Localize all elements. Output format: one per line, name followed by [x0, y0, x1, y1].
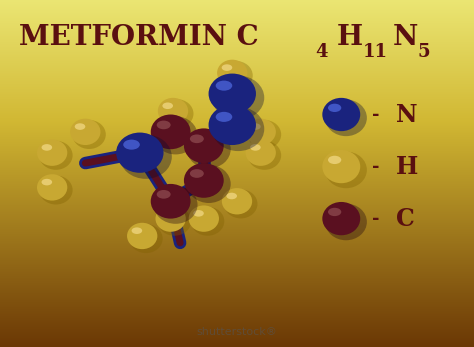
Ellipse shape — [151, 184, 191, 219]
Ellipse shape — [328, 104, 341, 112]
Ellipse shape — [157, 190, 171, 198]
Ellipse shape — [155, 205, 186, 232]
Ellipse shape — [209, 105, 256, 145]
Ellipse shape — [222, 188, 252, 214]
Ellipse shape — [322, 202, 360, 235]
Ellipse shape — [224, 189, 257, 218]
Ellipse shape — [187, 130, 231, 168]
Ellipse shape — [193, 210, 204, 217]
Ellipse shape — [42, 179, 52, 185]
Ellipse shape — [190, 169, 204, 178]
Ellipse shape — [154, 186, 198, 224]
Text: 5: 5 — [417, 43, 430, 61]
Text: N: N — [392, 24, 418, 51]
Ellipse shape — [154, 116, 198, 154]
Ellipse shape — [184, 163, 224, 198]
Text: N: N — [396, 102, 418, 127]
Ellipse shape — [190, 134, 204, 143]
Ellipse shape — [163, 102, 173, 109]
Ellipse shape — [37, 139, 67, 166]
Text: 4: 4 — [315, 43, 328, 61]
Ellipse shape — [216, 81, 232, 91]
Ellipse shape — [70, 119, 100, 145]
Ellipse shape — [160, 99, 193, 128]
Text: H: H — [396, 154, 418, 179]
Ellipse shape — [37, 174, 67, 201]
Ellipse shape — [119, 135, 172, 179]
Ellipse shape — [222, 64, 232, 71]
Text: shutterstock®: shutterstock® — [197, 327, 277, 337]
Ellipse shape — [127, 223, 157, 249]
Ellipse shape — [217, 60, 247, 86]
Ellipse shape — [219, 61, 253, 90]
Ellipse shape — [250, 123, 261, 130]
Ellipse shape — [158, 207, 191, 236]
Ellipse shape — [189, 205, 219, 232]
Ellipse shape — [184, 128, 224, 163]
Ellipse shape — [187, 165, 231, 203]
Ellipse shape — [325, 152, 367, 188]
Ellipse shape — [73, 120, 106, 149]
Ellipse shape — [328, 156, 341, 164]
Ellipse shape — [191, 207, 224, 236]
Ellipse shape — [248, 120, 281, 149]
Ellipse shape — [151, 115, 191, 149]
Text: 11: 11 — [363, 43, 388, 61]
Ellipse shape — [246, 119, 276, 145]
Ellipse shape — [246, 139, 276, 166]
Ellipse shape — [248, 141, 281, 170]
Ellipse shape — [325, 204, 367, 240]
Text: C: C — [396, 206, 415, 231]
Ellipse shape — [212, 107, 264, 151]
Ellipse shape — [129, 224, 163, 253]
Ellipse shape — [227, 193, 237, 199]
Text: H: H — [337, 24, 363, 51]
Ellipse shape — [216, 112, 232, 122]
Text: -: - — [372, 210, 380, 228]
Text: -: - — [372, 105, 380, 124]
Ellipse shape — [123, 139, 140, 150]
Ellipse shape — [325, 100, 367, 136]
Ellipse shape — [322, 98, 360, 131]
Ellipse shape — [322, 150, 360, 183]
Ellipse shape — [158, 98, 188, 124]
Ellipse shape — [250, 144, 261, 151]
Ellipse shape — [328, 208, 341, 216]
Ellipse shape — [132, 227, 142, 234]
Ellipse shape — [209, 74, 256, 114]
Ellipse shape — [116, 133, 164, 173]
Text: -: - — [372, 158, 380, 176]
Ellipse shape — [75, 123, 85, 130]
Ellipse shape — [39, 141, 73, 170]
Ellipse shape — [42, 144, 52, 151]
Ellipse shape — [39, 176, 73, 204]
Ellipse shape — [157, 121, 171, 129]
Ellipse shape — [212, 76, 264, 120]
Text: METFORMIN C: METFORMIN C — [19, 24, 259, 51]
Ellipse shape — [160, 210, 171, 217]
